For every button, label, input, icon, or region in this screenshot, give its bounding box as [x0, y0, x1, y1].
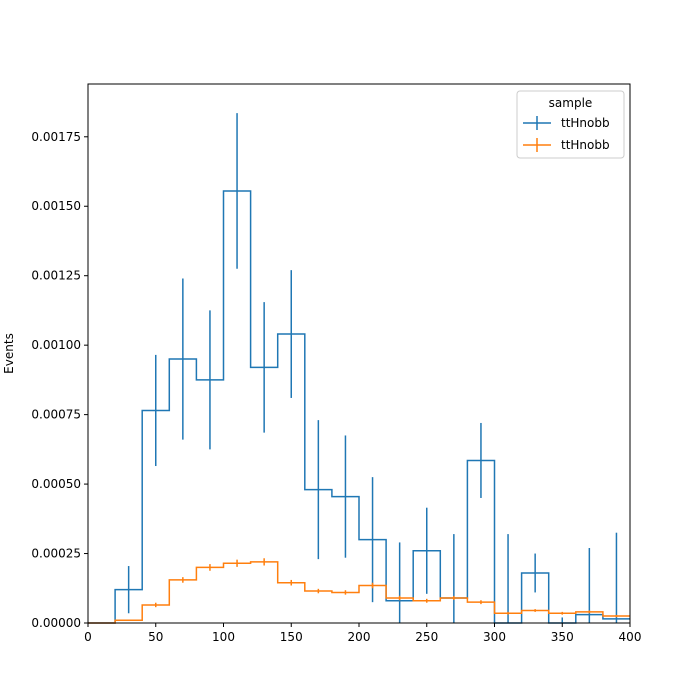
legend-box [516, 90, 625, 159]
x-tick-label: 250 [415, 630, 438, 644]
y-tick-label: 0.00100 [31, 338, 81, 352]
y-tick-label: 0.00025 [31, 547, 81, 561]
y-tick-label: 0.00125 [31, 269, 81, 283]
legend: sample ttHnobb ttHnobb [516, 90, 625, 159]
y-tick-label: 0.00050 [31, 477, 81, 491]
series-1 [88, 113, 630, 624]
legend-title: sample [549, 96, 593, 110]
y-tick-label: 0.00000 [31, 616, 81, 630]
x-tick-label: 150 [280, 630, 303, 644]
legend-entry-2: ttHnobb [523, 138, 610, 152]
x-axis: 0 50 100 150 200 250 300 350 400 [84, 623, 641, 644]
x-tick-label: 50 [148, 630, 163, 644]
legend-entry-1: ttHnobb [523, 116, 610, 130]
x-tick-label: 300 [483, 630, 506, 644]
legend-label: ttHnobb [561, 116, 610, 130]
legend-entries: ttHnobb ttHnobb [523, 116, 610, 152]
series-2 [88, 558, 630, 624]
series-1-step-line [88, 190, 630, 624]
y-tick-label: 0.00150 [31, 199, 81, 213]
y-tick-label: 0.00175 [31, 130, 81, 144]
y-axis: 0.00000 0.00025 0.00050 0.00075 0.00100 0.001… [31, 130, 88, 630]
axes-frame [87, 83, 631, 624]
x-tick-label: 400 [619, 630, 642, 644]
x-tick-label: 200 [348, 630, 371, 644]
x-tick-label: 100 [212, 630, 235, 644]
plot-area [88, 113, 630, 624]
y-axis-label: Events [2, 333, 16, 374]
legend-label: ttHnobb [561, 138, 610, 152]
x-tick-label: 350 [551, 630, 574, 644]
x-tick-label: 0 [84, 630, 92, 644]
y-tick-label: 0.00075 [31, 408, 81, 422]
